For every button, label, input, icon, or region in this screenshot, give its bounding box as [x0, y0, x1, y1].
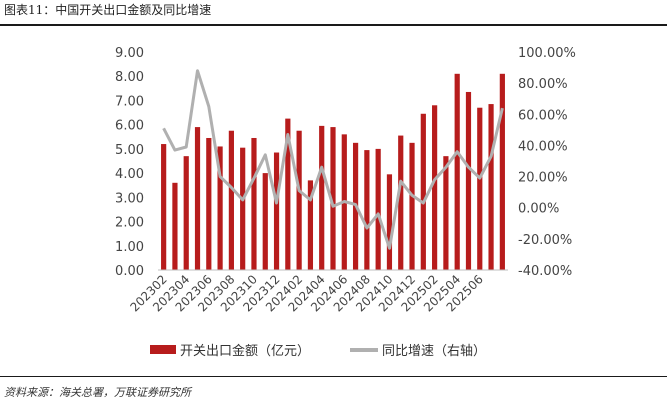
bar [206, 137, 212, 270]
left-tick-label: 6.00 [115, 119, 144, 134]
bar [432, 105, 438, 271]
left-tick-label: 8.00 [115, 70, 144, 85]
legend-bar-swatch [150, 345, 176, 354]
legend: 开关出口金额（亿元） 同比增速（右轴） [150, 340, 486, 359]
bar [319, 125, 325, 270]
bar [420, 113, 426, 271]
bar [262, 173, 268, 270]
bar [398, 135, 404, 270]
legend-line-label: 同比增速（右轴） [382, 344, 487, 359]
left-tick-label: 7.00 [115, 94, 144, 109]
bar [330, 127, 336, 270]
legend-line-swatch [350, 347, 379, 352]
bar [273, 152, 280, 270]
legend-bar-label: 开关出口金额（亿元） [180, 344, 311, 359]
left-tick-label: 1.00 [115, 240, 144, 255]
left-tick-label: 4.00 [115, 167, 144, 182]
left-tick-label: 3.00 [115, 191, 144, 206]
bar [307, 180, 314, 270]
bar [217, 146, 223, 270]
bar [172, 182, 178, 270]
bar [228, 130, 234, 270]
right-tick-label: -20.00% [518, 233, 572, 248]
bar [364, 150, 370, 270]
legend-item-line: 同比增速（右轴） [350, 340, 486, 359]
chart-title: 图表11：中国开关出口金额及同比增速 [4, 3, 212, 17]
bar [296, 130, 302, 270]
bar [488, 104, 494, 270]
right-tick-label: 100.00% [518, 46, 576, 61]
right-tick-label: 80.00% [518, 77, 568, 92]
chart: 9.00 8.00 7.00 6.00 5.00 4.00 3.00 2.00 1.00 0.00… [115, 46, 576, 315]
bar [285, 118, 291, 270]
bar [183, 156, 189, 270]
top-rule [0, 24, 667, 26]
bottom-rule [0, 376, 667, 377]
bar [443, 156, 449, 270]
bar [499, 73, 505, 270]
bar [240, 147, 246, 270]
left-tick-label: 2.00 [115, 216, 144, 231]
source-note: 资料来源：海关总署，万联证券研究所 [4, 386, 191, 399]
bar [194, 127, 201, 270]
right-tick-label: 0.00% [518, 202, 559, 217]
bar [375, 148, 381, 270]
bar [465, 91, 472, 270]
growth-line [162, 69, 504, 250]
left-tick-label: 9.00 [115, 46, 144, 61]
left-tick-label: 5.00 [115, 143, 144, 158]
left-tick-label: 0.00 [115, 264, 144, 279]
bar [454, 73, 460, 270]
right-tick-label: -40.00% [518, 264, 572, 279]
bar [409, 142, 415, 270]
right-tick-label: 40.00% [518, 139, 568, 154]
right-tick-label: 20.00% [518, 171, 568, 186]
bar [251, 137, 257, 270]
bar [161, 144, 167, 270]
bar [386, 174, 393, 270]
bar [477, 107, 483, 270]
right-tick-label: 60.00% [518, 108, 568, 123]
legend-item-bar: 开关出口金额（亿元） [150, 340, 310, 359]
